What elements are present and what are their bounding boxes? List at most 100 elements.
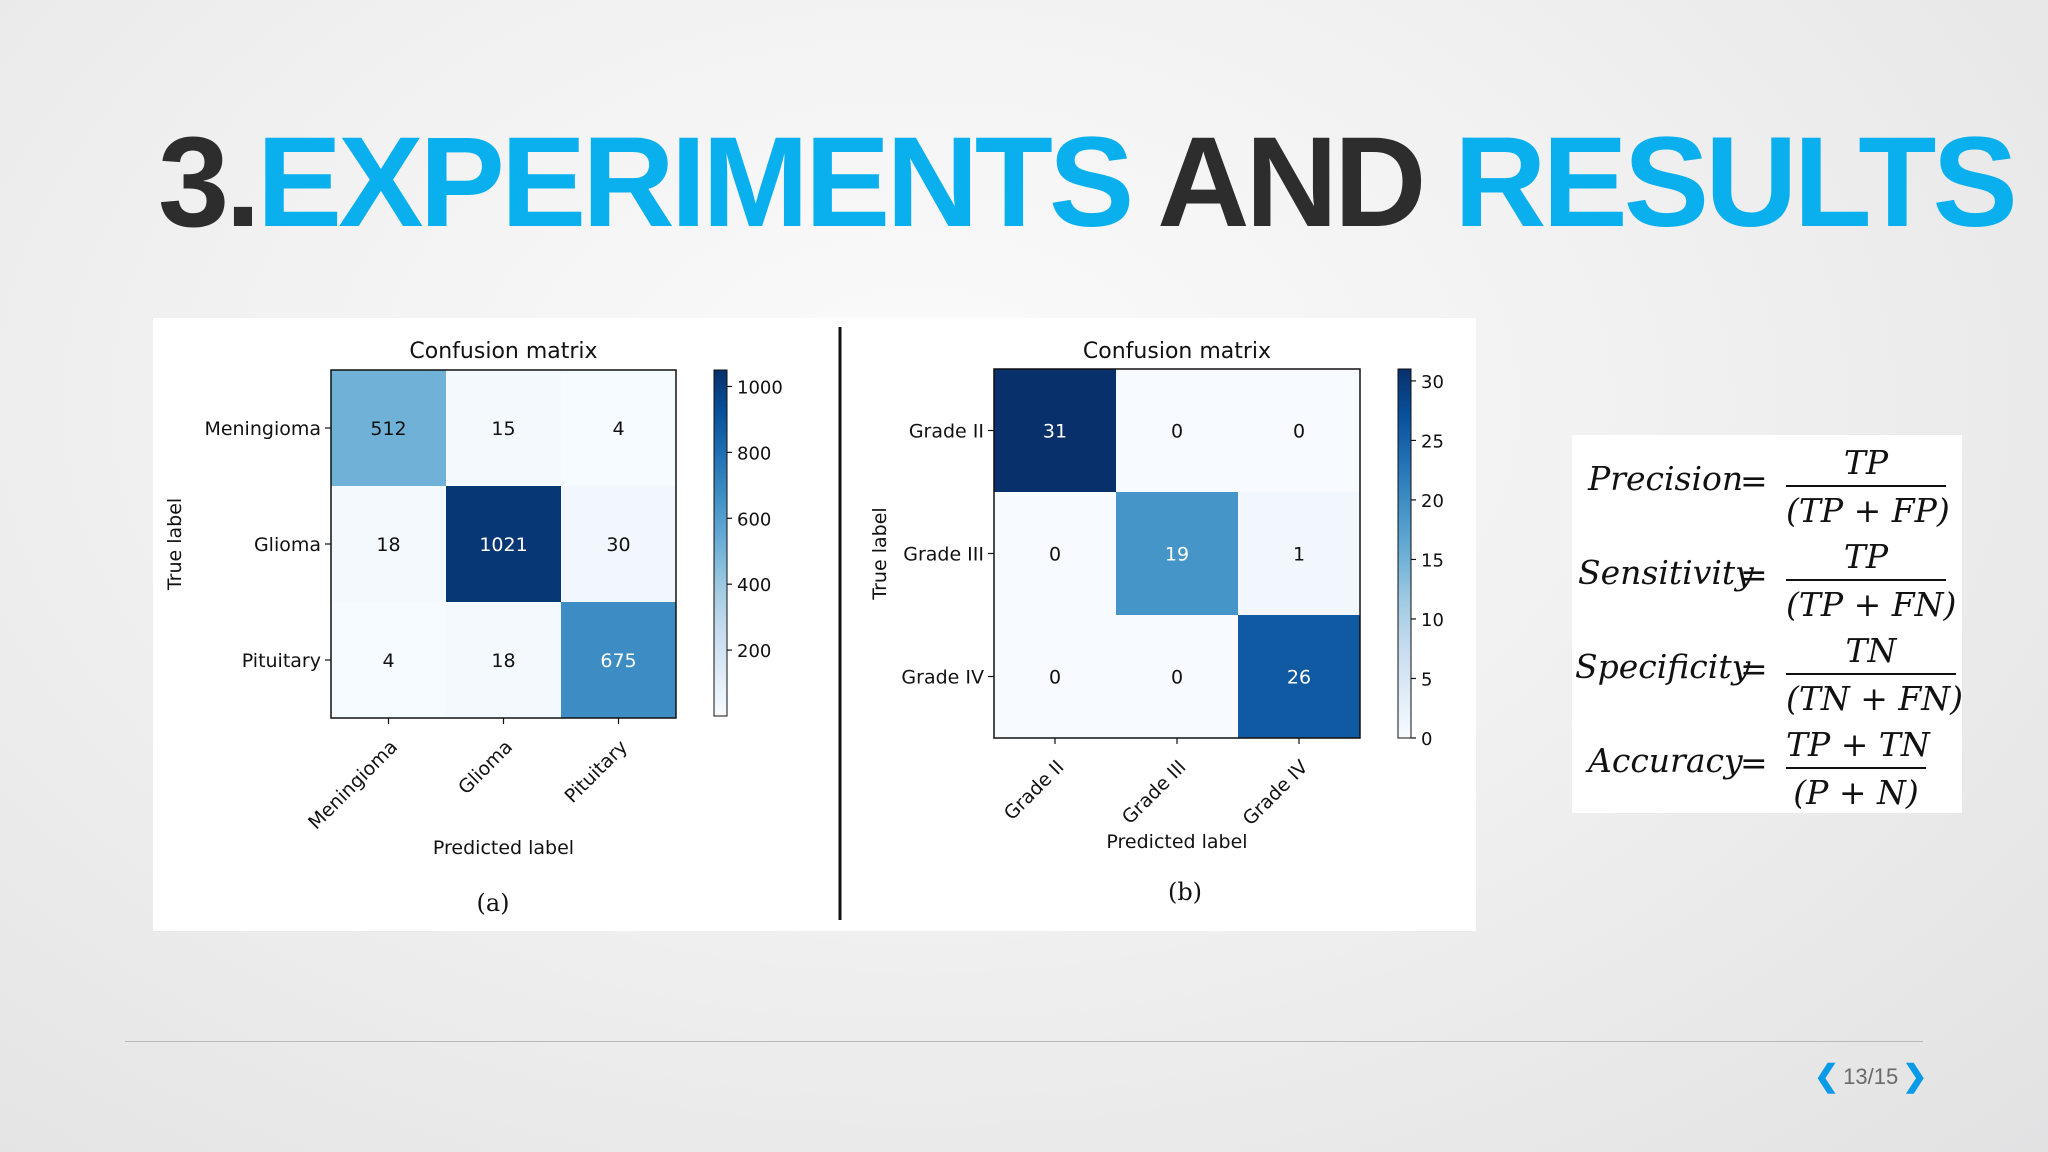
matrix-cell (561, 370, 676, 486)
title-number: 3. (158, 111, 261, 254)
title-word-experiments: EXPERIMENTS (256, 111, 1134, 254)
formula-fraction: TP (TP + FP) (1786, 443, 1950, 531)
formula-numerator: TP (1843, 443, 1889, 482)
colorbar-tick-label: 20 (1421, 491, 1444, 512)
matrix-cell (1116, 492, 1238, 615)
matrix-cell (446, 486, 561, 602)
colorbar-tick-label: 10 (1421, 610, 1444, 631)
equals-sign: = (1740, 649, 1768, 688)
colorbar-tick-label: 400 (737, 575, 771, 596)
fraction-bar (1786, 579, 1946, 581)
colorbar (1397, 368, 1412, 739)
matrix-cell (446, 602, 561, 718)
x-axis-label: Predicted label (433, 837, 574, 859)
formula-denominator: (TN + FN) (1786, 679, 1964, 718)
matrix-cell (331, 602, 446, 718)
fraction-bar (1786, 485, 1946, 487)
formula-denominator: (P + N) (1793, 773, 1919, 812)
slide-pager: ❮ 13/15 ❯ (1814, 1062, 1927, 1092)
cell-value: 30 (606, 534, 630, 556)
formula-precision: Precision = TP (TP + FP) (1572, 443, 1962, 549)
cell-value: 0 (1171, 421, 1183, 443)
formula-accuracy: Accuracy = TP + TN (P + N) (1572, 725, 1962, 831)
y-axis-label: True label (164, 498, 186, 591)
x-tick-label: Grade III (1118, 756, 1191, 829)
colorbar (713, 369, 728, 717)
y-axis-label: True label (869, 507, 891, 600)
matrix-cell (446, 370, 561, 486)
figure-caption: (b) (1168, 878, 1202, 906)
slide-title: 3.EXPERIMENTS AND RESULTS (158, 118, 2018, 248)
cell-value: 0 (1171, 667, 1183, 689)
formula-fraction: TN (TN + FN) (1786, 631, 1964, 719)
matrix-cell (1238, 369, 1360, 492)
formula-denominator: (TP + FN) (1786, 585, 1957, 624)
formula-denominator: (TP + FP) (1786, 491, 1950, 530)
formula-name: Sensitivity (1578, 553, 1754, 592)
colorbar-tick-label: 30 (1421, 372, 1444, 393)
y-tick-label: Glioma (254, 534, 321, 556)
cell-value: 18 (376, 534, 400, 556)
equals-sign: = (1740, 555, 1768, 594)
matrix-cell (1116, 369, 1238, 492)
colorbar-tick-label: 800 (737, 443, 771, 464)
matrix-cell (994, 615, 1116, 738)
title-word-results: RESULTS (1453, 111, 2018, 254)
colorbar-tick-label: 1000 (737, 377, 783, 398)
cell-value: 0 (1049, 667, 1061, 689)
matrix-cell (994, 492, 1116, 615)
cell-value: 26 (1287, 667, 1311, 689)
x-tick-label: Meningioma (304, 736, 402, 834)
formula-sensitivity: Sensitivity = TP (TP + FN) (1572, 537, 1962, 643)
y-tick-label: Grade IV (901, 667, 984, 689)
colorbar-tick-label: 600 (737, 509, 771, 530)
matrix-cell (331, 486, 446, 602)
figure-caption: (a) (476, 889, 509, 917)
matrix-cell (331, 370, 446, 486)
y-tick-label: Pituitary (242, 650, 321, 672)
formula-fraction: TP + TN (P + N) (1786, 725, 1930, 813)
chart-title: Confusion matrix (409, 339, 597, 364)
cell-value: 1021 (479, 534, 527, 556)
x-tick-label: Glioma (454, 736, 517, 799)
formula-name: Specificity (1575, 647, 1751, 686)
footer-divider (125, 1041, 1923, 1042)
cell-value: 0 (1049, 544, 1061, 566)
formula-numerator: TP + TN (1786, 725, 1930, 764)
colorbar-tick-label: 0 (1421, 729, 1432, 750)
chevron-left-icon[interactable]: ❮ (1814, 1060, 1840, 1093)
cell-value: 0 (1293, 421, 1305, 443)
cell-value: 675 (600, 650, 636, 672)
matrix-cell (1116, 615, 1238, 738)
x-tick-label: Pituitary (560, 736, 632, 808)
formula-numerator: TP (1843, 537, 1889, 576)
fraction-bar (1786, 673, 1956, 675)
cell-value: 4 (382, 650, 394, 672)
formula-specificity: Specificity = TN (TN + FN) (1572, 631, 1963, 737)
y-tick-label: Meningioma (204, 418, 321, 440)
matrix-cell (561, 486, 676, 602)
formula-name: Accuracy (1588, 741, 1743, 780)
cell-value: 15 (491, 418, 515, 440)
colorbar-tick-label: 5 (1421, 669, 1432, 690)
cell-value: 31 (1043, 421, 1067, 443)
confusion-matrix-figure: Confusion matrix 512 15 4 18 1021 30 4 18 675 Meni… (153, 318, 1476, 931)
metrics-formula-panel: Precision = TP (TP + FP) Sensitivity = TP (TP +… (1572, 435, 1963, 813)
chevron-right-icon[interactable]: ❯ (1902, 1060, 1928, 1093)
matrix-cell (994, 369, 1116, 492)
cell-value: 19 (1165, 544, 1189, 566)
equals-sign: = (1740, 743, 1768, 782)
formula-numerator: TN (1845, 631, 1897, 670)
x-axis-label: Predicted label (1106, 831, 1247, 853)
equals-sign: = (1740, 461, 1768, 500)
y-tick-label: Grade II (909, 421, 984, 443)
cell-value: 1 (1293, 544, 1305, 566)
formula-fraction: TP (TP + FN) (1786, 537, 1957, 625)
y-tick-label: Grade III (903, 544, 984, 566)
matrix-cell (1238, 615, 1360, 738)
fraction-bar (1786, 767, 1926, 769)
x-tick-label: Grade IV (1239, 756, 1313, 830)
cell-value: 512 (370, 418, 406, 440)
colorbar-tick-label: 200 (737, 641, 771, 662)
